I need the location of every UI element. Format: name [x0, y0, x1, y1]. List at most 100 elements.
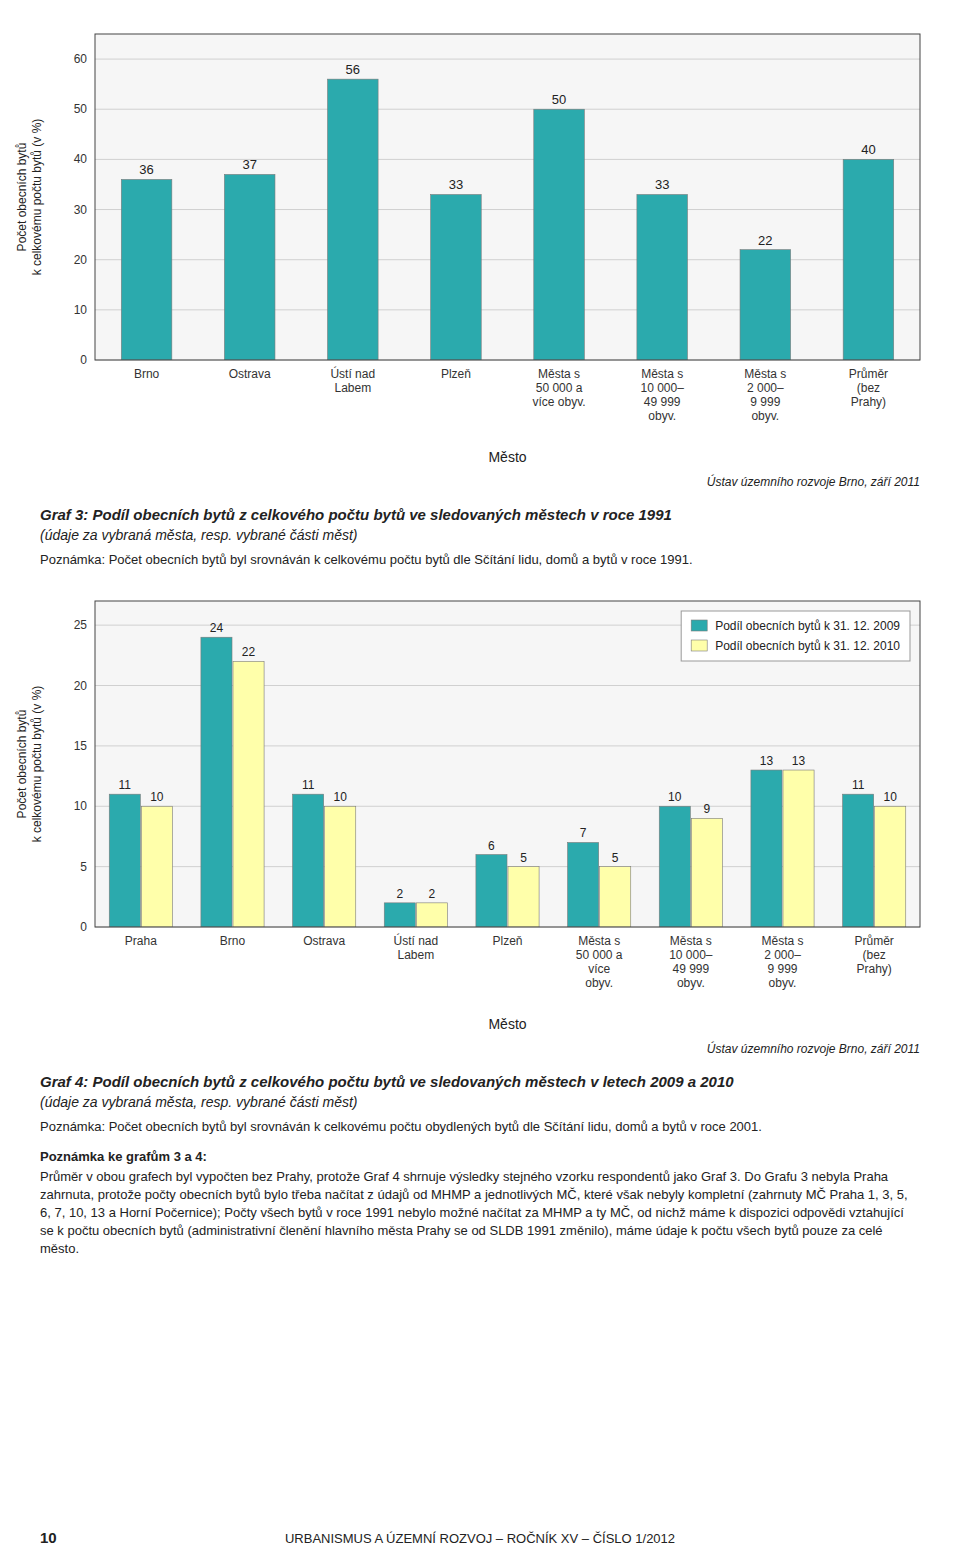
x-axis-label: Město [488, 1016, 526, 1032]
legend-label: Podíl obecních bytů k 31. 12. 2009 [715, 619, 900, 633]
grid-line [95, 109, 920, 110]
page-footer: URBANISMUS A ÚZEMNÍ ROZVOJ – ROČNÍK XV –… [40, 1524, 920, 1546]
data-label: 36 [139, 162, 153, 177]
x-tick-label: Brno [134, 367, 160, 381]
x-tick-label: Brno [220, 934, 246, 948]
x-tick-label: Plzeň [492, 934, 522, 948]
data-label: 11 [119, 778, 132, 792]
legend: Podíl obecních bytů k 31. 12. 2009 Podíl … [681, 611, 910, 661]
grid-line [95, 59, 920, 60]
plot-frame [95, 34, 920, 360]
y-tick-label: 0 [80, 920, 87, 934]
bar [233, 661, 264, 927]
legend-swatch [691, 620, 707, 631]
x-tick-label: Města s10 000–49 999obyv. [669, 934, 713, 990]
x-tick-label: Ústí nadLabem [330, 366, 375, 395]
x-tick-label: Města s2 000–9 999obyv. [744, 367, 786, 423]
bar [659, 806, 690, 927]
data-label: 40 [861, 142, 875, 157]
bar [328, 79, 379, 360]
bar [109, 794, 140, 927]
legend-box [681, 611, 910, 661]
y-tick-label: 5 [80, 860, 87, 874]
page-number: 10 [40, 1529, 57, 1546]
y-axis-label: Počet obecních bytůk celkovému počtu byt… [15, 686, 44, 843]
bar [141, 806, 172, 927]
bar [568, 842, 599, 927]
data-label: 33 [449, 177, 463, 192]
grid-line [95, 259, 920, 260]
journal: URBANISMUS A ÚZEMNÍ ROZVOJ – ROČNÍK XV –… [40, 1531, 920, 1546]
y-tick-label: 0 [80, 353, 87, 367]
chart-text-0: Graf 3: Podíl obecních bytů z celkového … [0, 506, 960, 569]
data-label: 10 [334, 790, 348, 804]
x-tick-label: Ústí nadLabem [393, 933, 438, 962]
data-label: 9 [704, 802, 711, 816]
bar [875, 806, 906, 927]
data-label: 50 [552, 92, 566, 107]
plot-background [95, 601, 920, 927]
bars [121, 79, 893, 360]
legend-swatch [691, 640, 707, 651]
data-labels: 3637563350332240 [139, 62, 875, 248]
bar [740, 250, 791, 360]
x-tick-label: Města s10 000–49 999obyv. [640, 367, 684, 423]
chart-title: Graf 4: Podíl obecních bytů z celkového … [40, 1073, 920, 1090]
bar [384, 903, 415, 927]
x-tick-label: Průměr(bezPrahy) [849, 367, 888, 409]
chart-subtitle: (údaje za vybraná města, resp. vybrané č… [40, 1094, 920, 1110]
legend-label: Podíl obecních bytů k 31. 12. 2010 [715, 639, 900, 653]
bar [600, 867, 631, 927]
bar [637, 194, 688, 360]
bar [751, 770, 782, 927]
data-label: 5 [612, 851, 619, 865]
data-label: 6 [488, 839, 495, 853]
data-label: 24 [210, 621, 224, 635]
x-tick-label: Plzeň [441, 367, 471, 381]
data-label: 7 [580, 826, 587, 840]
bar [508, 867, 539, 927]
bar [843, 159, 894, 360]
y-tick-label: 60 [74, 52, 88, 66]
bar [121, 179, 172, 360]
y-tick-label: 20 [74, 253, 88, 267]
data-label: 5 [520, 851, 527, 865]
data-label: 22 [758, 233, 772, 248]
page: 01020304050603637563350332240BrnoOstrava… [0, 0, 960, 1258]
chart-1: 051015202511241126710131110221025591310P… [0, 577, 960, 1067]
x-tick-label: Města s50 000 avíceobyv. [576, 934, 623, 990]
bar [201, 637, 232, 927]
chart-text-1: Graf 4: Podíl obecních bytů z celkového … [0, 1073, 960, 1258]
x-tick-label: Průměr(bezPrahy) [854, 934, 893, 976]
y-tick-label: 15 [74, 739, 88, 753]
x-tick-label: Ostrava [229, 367, 271, 381]
y-tick-label: 10 [74, 303, 88, 317]
bars [109, 637, 906, 927]
x-tick-label: Města s2 000–9 999obyv. [761, 934, 803, 990]
bar [224, 174, 275, 360]
source-footer: Ústav územního rozvoje Brno, září 2011 [707, 474, 920, 489]
bar [431, 194, 482, 360]
data-label: 11 [852, 778, 865, 792]
y-tick-label: 20 [74, 679, 88, 693]
source-footer: Ústav územního rozvoje Brno, září 2011 [707, 1041, 920, 1056]
data-labels: 11241126710131110221025591310 [119, 621, 898, 901]
note-heading: Poznámka ke grafům 3 a 4: [40, 1148, 920, 1166]
x-tick-label: Města s50 000 avíce obyv. [532, 367, 585, 409]
data-label: 37 [242, 157, 256, 172]
data-label: 13 [792, 754, 806, 768]
note: Průměr v obou grafech byl vypočten bez P… [40, 1168, 920, 1258]
data-label: 2 [429, 887, 436, 901]
grid-line [95, 309, 920, 310]
chart-title: Graf 3: Podíl obecních bytů z celkového … [40, 506, 920, 523]
data-label: 10 [668, 790, 682, 804]
bar [293, 794, 324, 927]
y-tick-label: 40 [74, 152, 88, 166]
grid-line [95, 209, 920, 210]
note: Poznámka: Počet obecních bytů byl srovná… [40, 1118, 920, 1136]
bar [534, 109, 585, 360]
data-label: 22 [242, 645, 256, 659]
bar [691, 818, 722, 927]
chart-subtitle: (údaje za vybraná města, resp. vybrané č… [40, 527, 920, 543]
plot-background [95, 34, 920, 360]
